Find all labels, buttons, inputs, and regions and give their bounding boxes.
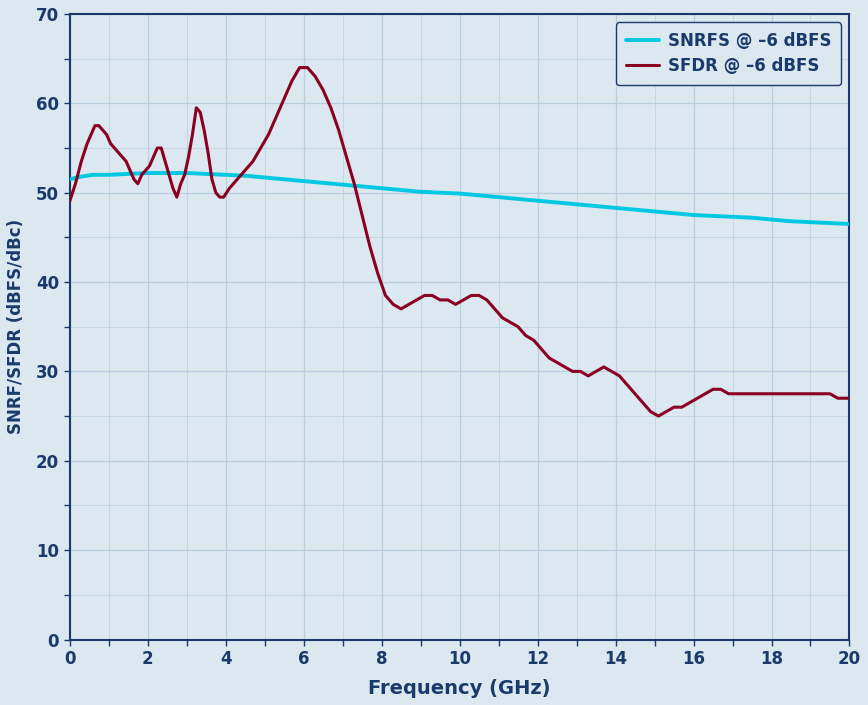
- SNRFS @ –6 dBFS: [76, 172, 87, 180]
- SNRFS @ –6 dBFS: [161, 168, 172, 177]
- SFDR @ –6 dBFS: [654, 412, 664, 420]
- SNRFS @ –6 dBFS: [260, 173, 270, 182]
- SNRFS @ –6 dBFS: [493, 193, 503, 202]
- SNRFS @ –6 dBFS: [142, 168, 153, 177]
- SFDR @ –6 dBFS: [64, 197, 75, 206]
- SNRFS @ –6 dBFS: [649, 207, 660, 216]
- SNRFS @ –6 dBFS: [318, 178, 328, 187]
- SNRFS @ –6 dBFS: [532, 197, 542, 205]
- SNRFS @ –6 dBFS: [845, 220, 855, 228]
- Line: SFDR @ –6 dBFS: SFDR @ –6 dBFS: [69, 68, 850, 416]
- SNRFS @ –6 dBFS: [201, 170, 211, 178]
- SNRFS @ –6 dBFS: [766, 215, 777, 223]
- SNRFS @ –6 dBFS: [727, 213, 738, 221]
- SNRFS @ –6 dBFS: [707, 212, 718, 220]
- SNRFS @ –6 dBFS: [806, 218, 816, 226]
- Line: SNRFS @ –6 dBFS: SNRFS @ –6 dBFS: [69, 173, 850, 224]
- SNRFS @ –6 dBFS: [88, 171, 98, 179]
- SNRFS @ –6 dBFS: [181, 168, 192, 177]
- SNRFS @ –6 dBFS: [474, 191, 484, 200]
- SNRFS @ –6 dBFS: [220, 171, 231, 179]
- SNRFS @ –6 dBFS: [357, 182, 367, 190]
- SNRFS @ –6 dBFS: [123, 170, 134, 178]
- SNRFS @ –6 dBFS: [416, 188, 426, 196]
- SNRFS @ –6 dBFS: [279, 175, 289, 183]
- SNRFS @ –6 dBFS: [746, 214, 757, 222]
- SNRFS @ –6 dBFS: [591, 202, 602, 210]
- Y-axis label: SNRF/SFDR (dBFS/dBc): SNRF/SFDR (dBFS/dBc): [7, 219, 25, 434]
- SNRFS @ –6 dBFS: [786, 217, 796, 226]
- SFDR @ –6 dBFS: [669, 403, 680, 412]
- SNRFS @ –6 dBFS: [240, 171, 250, 180]
- SNRFS @ –6 dBFS: [688, 211, 699, 219]
- SNRFS @ –6 dBFS: [338, 180, 348, 189]
- SFDR @ –6 dBFS: [568, 367, 578, 376]
- SNRFS @ –6 dBFS: [630, 205, 641, 214]
- SNRFS @ –6 dBFS: [377, 184, 387, 192]
- SNRFS @ –6 dBFS: [64, 175, 75, 183]
- SNRFS @ –6 dBFS: [299, 177, 309, 185]
- SNRFS @ –6 dBFS: [825, 219, 835, 227]
- SNRFS @ –6 dBFS: [552, 198, 562, 207]
- SNRFS @ –6 dBFS: [669, 209, 680, 217]
- SNRFS @ –6 dBFS: [396, 186, 406, 195]
- SNRFS @ –6 dBFS: [571, 200, 582, 209]
- SNRFS @ –6 dBFS: [610, 204, 621, 212]
- SNRFS @ –6 dBFS: [103, 171, 114, 179]
- SFDR @ –6 dBFS: [832, 394, 843, 403]
- SFDR @ –6 dBFS: [845, 394, 855, 403]
- SFDR @ –6 dBFS: [168, 184, 178, 192]
- X-axis label: Frequency (GHz): Frequency (GHz): [368, 679, 551, 698]
- SFDR @ –6 dBFS: [294, 63, 305, 72]
- SFDR @ –6 dBFS: [443, 295, 453, 304]
- SNRFS @ –6 dBFS: [513, 195, 523, 203]
- SFDR @ –6 dBFS: [195, 108, 206, 116]
- SNRFS @ –6 dBFS: [454, 190, 464, 198]
- Legend: SNRFS @ –6 dBFS, SFDR @ –6 dBFS: SNRFS @ –6 dBFS, SFDR @ –6 dBFS: [616, 23, 841, 85]
- SNRFS @ –6 dBFS: [435, 188, 445, 197]
